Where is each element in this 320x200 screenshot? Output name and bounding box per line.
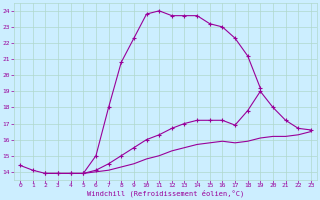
X-axis label: Windchill (Refroidissement éolien,°C): Windchill (Refroidissement éolien,°C)	[87, 190, 244, 197]
